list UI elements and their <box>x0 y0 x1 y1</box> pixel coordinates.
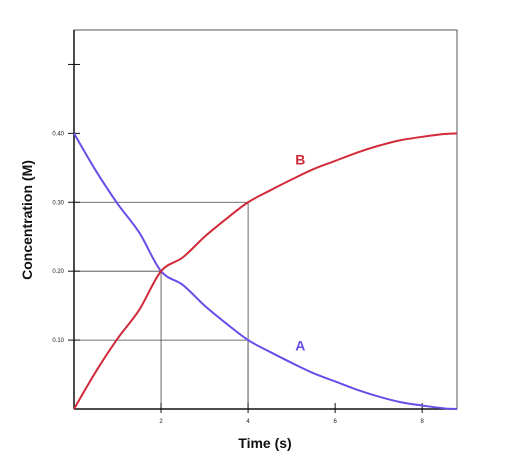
y-axis-label: Concentration (M) <box>19 160 35 280</box>
y-tick-label: 0.40 <box>52 131 64 137</box>
plot-frame <box>73 29 458 410</box>
x-axis-label: Time (s) <box>238 435 291 451</box>
tick-labels: 0.10 0.20 0.30 0.40 2 4 6 8 <box>52 131 424 425</box>
series-line-a <box>73 132 458 410</box>
x-tick-label: 6 <box>333 419 337 425</box>
series-line-b <box>73 132 458 410</box>
x-tick-label: 2 <box>159 419 163 425</box>
y-tick-label: 0.30 <box>52 200 64 206</box>
axes <box>68 29 458 413</box>
y-tick-label: 0.20 <box>52 269 64 275</box>
series-label-b: B <box>295 151 305 167</box>
series-label-a: A <box>295 337 305 353</box>
x-tick-label: 4 <box>246 419 250 425</box>
series-labels: AB <box>295 151 305 353</box>
series-layer <box>73 132 458 410</box>
x-tick-label: 8 <box>421 419 425 425</box>
y-tick-label: 0.10 <box>52 338 64 344</box>
guide-lines <box>74 201 249 409</box>
